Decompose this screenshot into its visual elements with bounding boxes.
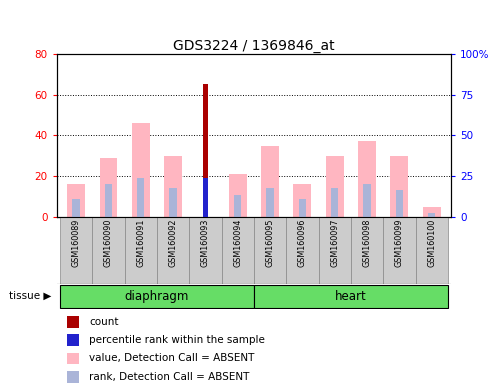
Bar [169, 189, 177, 217]
Text: rank, Detection Call = ABSENT: rank, Detection Call = ABSENT [89, 372, 249, 382]
Bar [254, 285, 448, 308]
Title: GDS3224 / 1369846_at: GDS3224 / 1369846_at [173, 39, 335, 53]
Bar [67, 316, 79, 328]
Bar [60, 217, 92, 284]
Bar [266, 189, 274, 217]
Text: percentile rank within the sample: percentile rank within the sample [89, 335, 265, 345]
Text: diaphragm: diaphragm [125, 290, 189, 303]
Text: count: count [89, 317, 119, 327]
Bar [189, 217, 221, 284]
Text: value, Detection Call = ABSENT: value, Detection Call = ABSENT [89, 353, 255, 364]
Bar [67, 353, 79, 364]
Bar [67, 371, 79, 382]
Bar [137, 178, 144, 217]
Text: tissue ▶: tissue ▶ [9, 290, 52, 300]
Text: GSM160089: GSM160089 [71, 219, 80, 267]
Bar [331, 189, 339, 217]
Bar [261, 146, 279, 217]
Text: GSM160094: GSM160094 [233, 219, 242, 267]
Bar [363, 184, 371, 217]
Bar [423, 207, 441, 217]
Bar [286, 217, 318, 284]
Text: GSM160099: GSM160099 [395, 219, 404, 268]
Bar [390, 156, 408, 217]
Bar [428, 213, 435, 217]
Bar [60, 285, 254, 308]
Bar [132, 123, 150, 217]
Bar [164, 156, 182, 217]
Bar [203, 178, 208, 217]
Bar [221, 217, 254, 284]
Bar [157, 217, 189, 284]
Bar [299, 199, 306, 217]
Bar [416, 217, 448, 284]
Text: heart: heart [335, 290, 367, 303]
Text: GSM160098: GSM160098 [362, 219, 372, 267]
Bar [105, 184, 112, 217]
Bar [358, 141, 376, 217]
Bar [396, 190, 403, 217]
Text: GSM160100: GSM160100 [427, 219, 436, 267]
Bar [234, 195, 242, 217]
Text: GSM160095: GSM160095 [266, 219, 275, 268]
Bar [72, 199, 80, 217]
Bar [67, 334, 79, 346]
Bar [92, 217, 125, 284]
Bar [318, 217, 351, 284]
Bar [383, 217, 416, 284]
Bar [100, 158, 117, 217]
Text: GSM160092: GSM160092 [169, 219, 177, 268]
Text: GSM160090: GSM160090 [104, 219, 113, 267]
Bar [293, 184, 311, 217]
Text: GSM160093: GSM160093 [201, 219, 210, 267]
Bar [326, 156, 344, 217]
Bar [229, 174, 246, 217]
Bar [67, 184, 85, 217]
Bar [254, 217, 286, 284]
Bar [351, 217, 383, 284]
Text: GSM160096: GSM160096 [298, 219, 307, 267]
Text: GSM160097: GSM160097 [330, 219, 339, 268]
Bar [203, 84, 208, 217]
Bar [125, 217, 157, 284]
Text: GSM160091: GSM160091 [136, 219, 145, 267]
